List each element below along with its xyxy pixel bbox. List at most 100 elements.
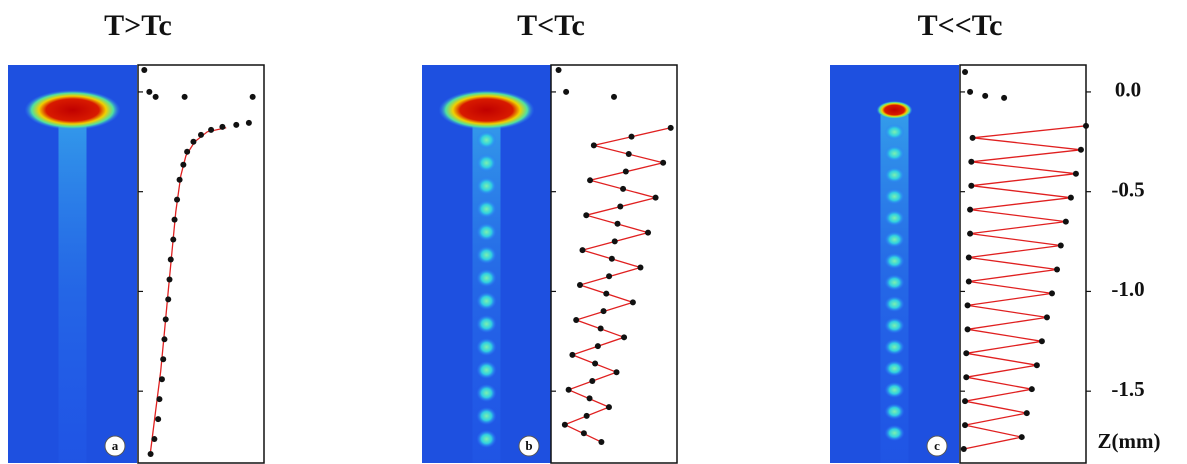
density-blob: [476, 177, 497, 195]
data-point: [617, 203, 624, 210]
data-point: [982, 92, 989, 99]
data-point: [1062, 218, 1069, 225]
data-point: [625, 150, 632, 157]
density-blob: [476, 315, 497, 333]
data-point: [583, 212, 590, 219]
data-point: [965, 254, 972, 261]
data-point: [605, 404, 612, 411]
data-point: [597, 325, 604, 332]
density-blob: [476, 361, 497, 379]
data-point: [614, 220, 621, 227]
atom-column: [58, 115, 87, 463]
data-point: [1083, 122, 1089, 129]
data-point: [967, 88, 974, 95]
density-blob: [476, 407, 497, 425]
density-blob: [476, 154, 497, 172]
data-point: [160, 356, 167, 363]
data-point: [1072, 170, 1079, 177]
data-point: [165, 296, 172, 303]
density-blob: [884, 360, 905, 377]
panel-title: T>Tc: [104, 9, 172, 42]
data-point: [156, 396, 163, 403]
data-point: [573, 316, 580, 323]
data-point: [174, 196, 181, 203]
data-point: [1054, 266, 1061, 273]
data-point: [1077, 146, 1084, 153]
density-blob: [884, 124, 905, 140]
panel-label: b: [525, 438, 532, 453]
data-point: [613, 369, 620, 376]
data-point: [1033, 362, 1040, 369]
density-blob: [476, 200, 497, 218]
panel-label: a: [112, 438, 119, 453]
density-blob: [476, 246, 497, 264]
density-blob: [884, 188, 905, 205]
data-point: [181, 93, 188, 100]
data-point: [1048, 290, 1055, 297]
data-point: [622, 168, 629, 175]
data-point: [962, 422, 969, 429]
data-point: [598, 439, 605, 446]
y-tick-label: 0.0: [1115, 78, 1141, 102]
data-point: [219, 123, 226, 130]
panel-label-badge: [518, 435, 540, 457]
condensate-peak: [24, 90, 121, 130]
data-point: [967, 206, 974, 213]
data-point: [190, 138, 197, 145]
data-point: [563, 88, 570, 95]
density-blob: [884, 274, 905, 291]
data-point: [180, 161, 187, 168]
data-point: [1023, 410, 1030, 417]
y-tick-label: -0.5: [1111, 177, 1144, 201]
panel-label-badge: [926, 435, 948, 457]
condensate-peak: [438, 90, 535, 130]
data-point: [1043, 314, 1050, 321]
density-blob: [884, 425, 905, 441]
data-point: [600, 308, 607, 315]
data-point: [1038, 338, 1045, 345]
data-point: [962, 68, 969, 75]
data-point: [161, 336, 168, 343]
data-point: [964, 302, 971, 309]
data-point: [587, 177, 594, 184]
data-point: [176, 176, 183, 183]
data-point: [637, 264, 644, 271]
data-point: [608, 255, 615, 262]
density-blob: [884, 403, 905, 420]
data-point: [969, 134, 976, 141]
data-point: [141, 66, 148, 73]
panel-title: T<<Tc: [918, 9, 1003, 42]
data-point: [208, 126, 215, 133]
data-point: [963, 374, 970, 381]
data-point: [233, 121, 240, 128]
data-point: [583, 412, 590, 419]
data-point: [621, 334, 628, 341]
y-axis-label: Z(mm): [1098, 429, 1161, 453]
fit-line: [963, 125, 1087, 450]
data-point: [1067, 194, 1074, 201]
data-point: [964, 326, 971, 333]
data-point: [968, 158, 975, 165]
data-point: [586, 395, 593, 402]
data-point: [152, 93, 159, 100]
plot-frame: [550, 64, 678, 464]
data-point: [1057, 242, 1064, 249]
data-point: [184, 148, 191, 155]
y-tick-label: -1.5: [1111, 377, 1144, 401]
data-point: [579, 247, 586, 254]
data-point: [603, 290, 610, 297]
data-point: [628, 133, 635, 140]
density-blob: [884, 167, 905, 183]
atom-column: [472, 115, 501, 463]
data-point: [147, 451, 154, 458]
data-point: [576, 282, 583, 289]
data-point: [561, 421, 568, 428]
data-point: [555, 66, 562, 73]
data-point: [166, 276, 173, 283]
density-blob: [476, 223, 497, 241]
data-point: [967, 230, 974, 237]
data-point: [968, 182, 975, 189]
data-point: [155, 416, 162, 423]
data-point: [594, 343, 601, 350]
panel-label-badge: [104, 435, 126, 457]
